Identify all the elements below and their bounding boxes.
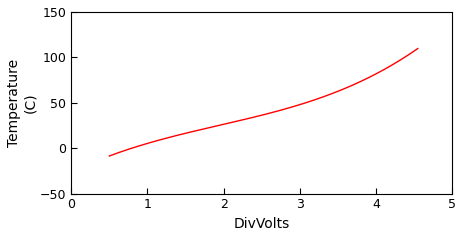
Y-axis label: Temperature
(C): Temperature (C) — [7, 59, 37, 147]
X-axis label: DivVolts: DivVolts — [233, 217, 290, 231]
